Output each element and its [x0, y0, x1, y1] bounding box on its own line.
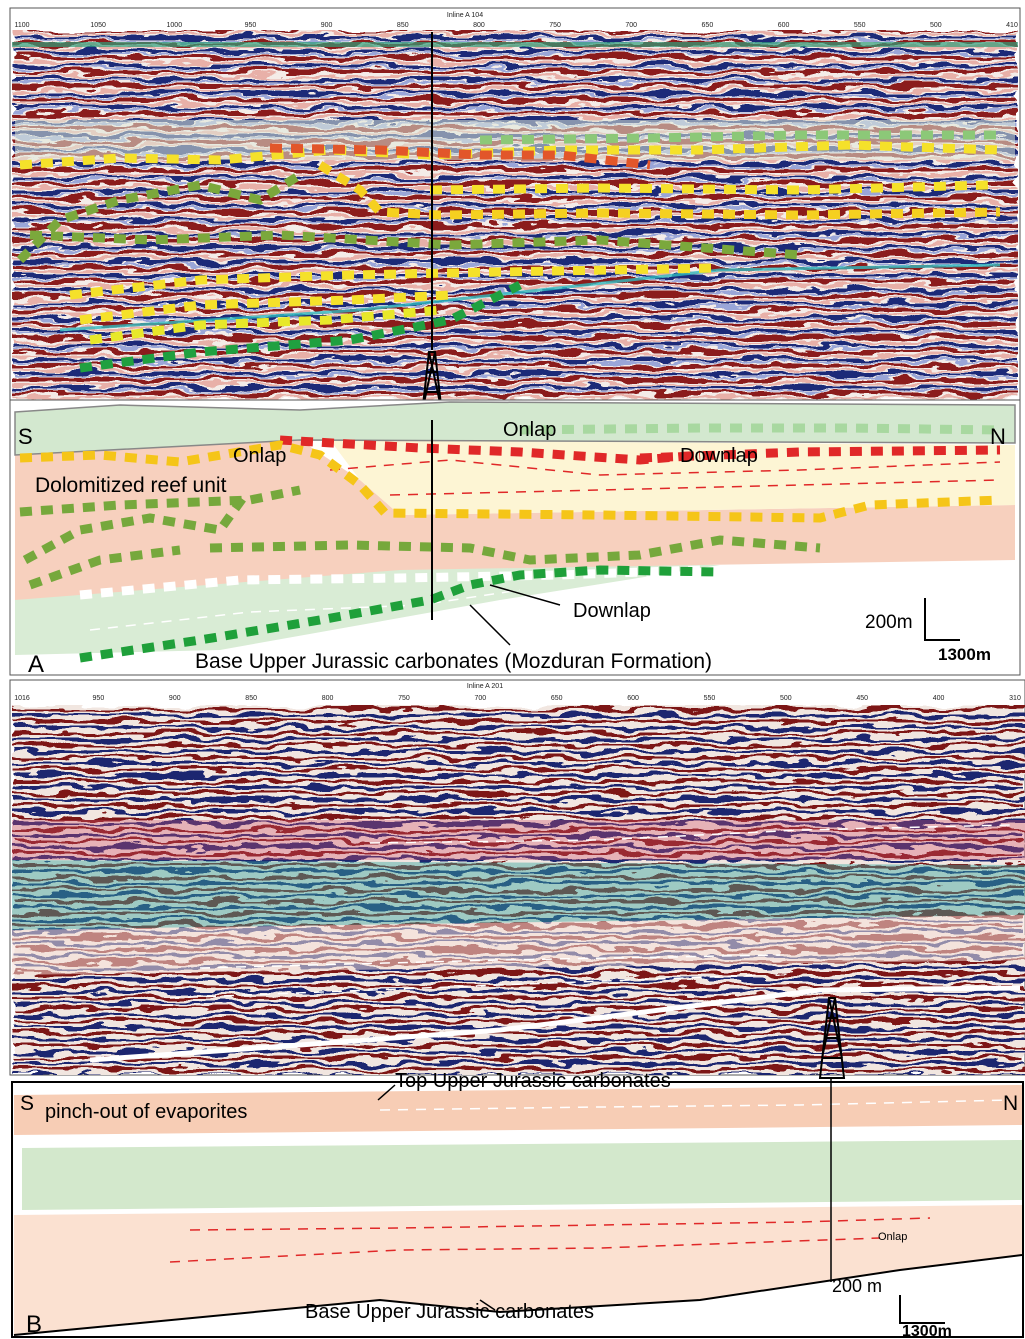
- scale-horizontal: 1300m: [938, 645, 991, 664]
- trace-label: 310: [1009, 695, 1021, 702]
- trace-label: 450: [856, 695, 868, 702]
- trace-label: 410: [1006, 22, 1018, 29]
- seismic-a: Inline A 104 1100 1050 1000 950 900 850 800 750…: [10, 8, 1020, 401]
- trace-label: 1050: [90, 22, 106, 29]
- trace-label: 1000: [167, 22, 183, 29]
- trace-label: 900: [169, 695, 181, 702]
- trace-label: 900: [321, 22, 333, 29]
- trace-label: 750: [398, 695, 410, 702]
- trace-label: 400: [933, 695, 945, 702]
- south-label: S: [20, 1092, 34, 1115]
- interpretation-b: Top Upper Jurassic carbonates S N pinch-…: [12, 1070, 1023, 1339]
- inline-label: Inline A 104: [447, 12, 483, 19]
- trace-label: 650: [702, 22, 714, 29]
- trace-label: 750: [549, 22, 561, 29]
- trace-label: 950: [245, 22, 257, 29]
- trace-label: 700: [474, 695, 486, 702]
- annotation: Onlap: [503, 419, 556, 441]
- trace-label: 1100: [14, 22, 29, 29]
- seismic-b: Inline A 201 1016 950 900 850 800 750 700 650 60…: [10, 680, 1025, 1075]
- unit-label: Dolomitized reef unit: [35, 474, 227, 497]
- annotation: Downlap: [680, 445, 758, 467]
- trace-label: 550: [854, 22, 866, 29]
- south-label: S: [18, 424, 33, 449]
- trace-label: 500: [930, 22, 942, 29]
- inline-label: Inline A 201: [467, 683, 503, 690]
- trace-label: 600: [627, 695, 639, 702]
- base-label: Base Upper Jurassic carbonates (Mozduran…: [195, 650, 712, 673]
- north-label: N: [990, 424, 1006, 449]
- north-label: N: [1003, 1092, 1018, 1115]
- scale-vertical: 200m: [865, 612, 913, 633]
- panel-label: A: [28, 651, 44, 678]
- interpretation-a: S N Onlap Onlap Downlap Dolomitized reef…: [10, 400, 1020, 678]
- trace-label: 550: [704, 695, 716, 702]
- top-label: Top Upper Jurassic carbonates: [395, 1070, 671, 1092]
- base-label: Base Upper Jurassic carbonates: [305, 1301, 594, 1323]
- figure: Inline A 104 1100 1050 1000 950 900 850 800 750…: [0, 0, 1025, 1339]
- trace-label: 700: [625, 22, 637, 29]
- trace-label: 650: [551, 695, 563, 702]
- trace-label: 950: [93, 695, 105, 702]
- annotation: Downlap: [573, 600, 651, 622]
- scale-vertical: 200 m: [832, 1276, 882, 1296]
- trace-label: 500: [780, 695, 792, 702]
- trace-label: 850: [245, 695, 257, 702]
- trace-label: 600: [778, 22, 790, 29]
- trace-label: 800: [473, 22, 485, 29]
- trace-label: 800: [322, 695, 334, 702]
- scale-horizontal: 1300m: [902, 1323, 952, 1339]
- annotation: Onlap: [233, 445, 286, 467]
- annotation: Onlap: [878, 1231, 907, 1243]
- trace-label: 850: [397, 22, 409, 29]
- annotation: pinch-out of evaporites: [45, 1101, 247, 1123]
- panel-label: B: [26, 1311, 42, 1338]
- trace-label: 1016: [14, 695, 30, 702]
